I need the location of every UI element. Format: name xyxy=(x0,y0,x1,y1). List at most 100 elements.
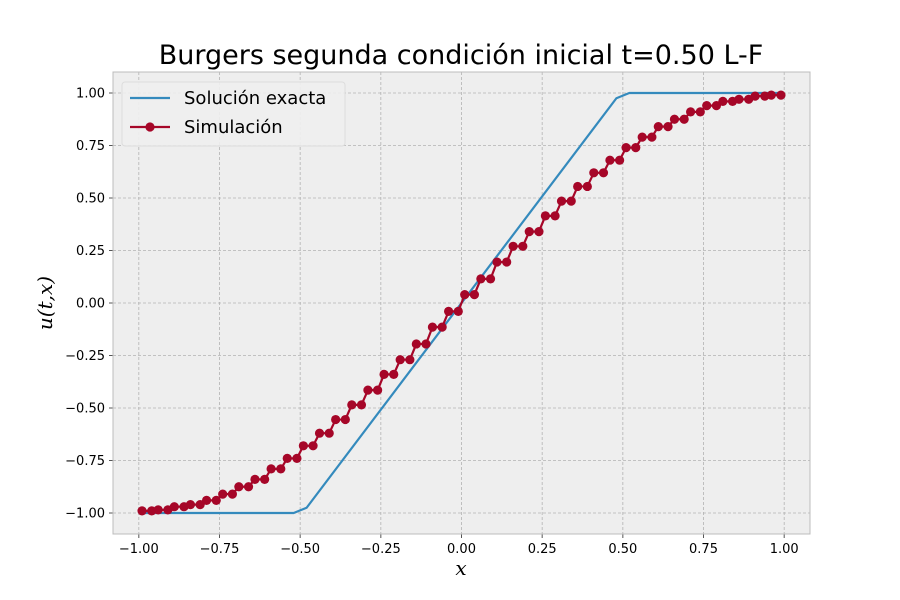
series-point xyxy=(476,274,486,284)
x-tick-label: −1.00 xyxy=(119,542,159,557)
series-point xyxy=(540,211,550,221)
legend-box xyxy=(121,81,346,147)
series-point xyxy=(460,290,470,300)
series-point xyxy=(669,114,680,124)
grid xyxy=(113,72,810,534)
series-point xyxy=(201,495,212,505)
series xyxy=(137,90,786,516)
series-point xyxy=(589,168,599,178)
ticks: −1.00 −0.75 −0.50 −0.25 0.00 0.25 0.50 0.75 1.00… xyxy=(65,87,799,558)
series-point xyxy=(169,502,179,512)
x-tick-label: 0.50 xyxy=(608,542,637,557)
series-point xyxy=(427,322,438,332)
series-point xyxy=(227,489,237,499)
series-point xyxy=(389,369,399,379)
series-point xyxy=(647,132,657,142)
x-axis-label-text: x xyxy=(455,556,466,580)
legend: Solución exacta Simulación xyxy=(121,81,346,147)
series-point xyxy=(598,168,609,178)
series-point xyxy=(137,506,147,516)
y-axis-label: u(t,x) xyxy=(33,276,57,330)
series-point xyxy=(556,196,567,206)
series-point xyxy=(653,122,663,132)
y-tick-label: 0.75 xyxy=(76,139,105,154)
series-point xyxy=(282,453,292,463)
legend-label: Simulación xyxy=(184,117,283,138)
series-point xyxy=(314,428,325,438)
series-point xyxy=(260,474,270,484)
series-point xyxy=(663,122,673,132)
series-point xyxy=(631,143,641,153)
y-tick-label: 1.00 xyxy=(76,87,105,102)
series-point xyxy=(292,453,302,463)
series-point xyxy=(266,464,276,474)
y-tick-label: −0.25 xyxy=(65,349,105,364)
series-point xyxy=(421,339,431,349)
series-point xyxy=(308,441,318,451)
series-point xyxy=(695,107,705,117)
legend-marker xyxy=(145,122,155,132)
series-point xyxy=(582,181,592,192)
series-point xyxy=(469,290,480,300)
series-point xyxy=(443,306,454,316)
y-tick-label: −0.50 xyxy=(65,402,105,417)
series-point xyxy=(250,474,260,484)
series-point xyxy=(340,414,350,425)
series-point xyxy=(453,306,463,316)
y-tick-label: 0.25 xyxy=(76,244,105,259)
series-point xyxy=(508,241,518,251)
y-axis-label-text: u(t,x) xyxy=(33,276,57,330)
series-point xyxy=(331,414,341,425)
x-tick-label: −0.50 xyxy=(280,542,320,557)
legend-label: Solución exacta xyxy=(184,88,326,109)
series-point xyxy=(356,400,367,410)
series-point xyxy=(718,96,728,106)
series-point xyxy=(379,369,389,379)
series-point xyxy=(734,94,744,104)
x-tick-label: 1.00 xyxy=(770,542,799,557)
series-point xyxy=(502,257,512,267)
series-point xyxy=(566,196,576,206)
x-tick-label: 0.25 xyxy=(528,542,557,557)
y-tick-label: −1.00 xyxy=(65,507,105,522)
series-point xyxy=(621,143,631,153)
series-point xyxy=(373,385,383,395)
series-point xyxy=(153,505,163,515)
series-point xyxy=(776,90,786,100)
series-point xyxy=(363,385,373,395)
series-point xyxy=(298,441,308,451)
series-point xyxy=(573,181,583,192)
series-point xyxy=(485,274,496,284)
series-point xyxy=(550,211,560,221)
series-point xyxy=(234,482,244,492)
series-point xyxy=(405,355,415,365)
x-tick-label: −0.25 xyxy=(361,542,401,557)
series-point xyxy=(750,91,760,101)
x-tick-label: −0.75 xyxy=(200,542,240,557)
series-point xyxy=(324,428,334,438)
series-point xyxy=(615,155,625,165)
series-point xyxy=(276,464,286,474)
series-point xyxy=(211,495,221,505)
x-tick-label: 0.00 xyxy=(447,542,476,557)
series-point xyxy=(395,355,405,365)
series-point xyxy=(437,322,447,332)
x-axis-label: x xyxy=(455,556,466,580)
series-point xyxy=(637,132,647,142)
series-point xyxy=(218,489,228,499)
series-point xyxy=(524,227,534,237)
series-point xyxy=(679,114,689,124)
x-tick-label: 0.75 xyxy=(689,542,718,557)
series-point xyxy=(492,257,502,267)
plot-frame xyxy=(112,71,811,535)
y-tick-label: −0.75 xyxy=(65,454,105,469)
series-point xyxy=(686,107,696,117)
chart-title: Burgers segunda condición inicial t=0.50… xyxy=(159,40,764,71)
y-tick-label: 0.00 xyxy=(76,297,105,312)
series-point xyxy=(185,500,196,510)
y-tick-label: 0.50 xyxy=(76,192,105,207)
series-point xyxy=(347,400,357,410)
series-point xyxy=(766,90,776,100)
series-point xyxy=(518,241,528,251)
